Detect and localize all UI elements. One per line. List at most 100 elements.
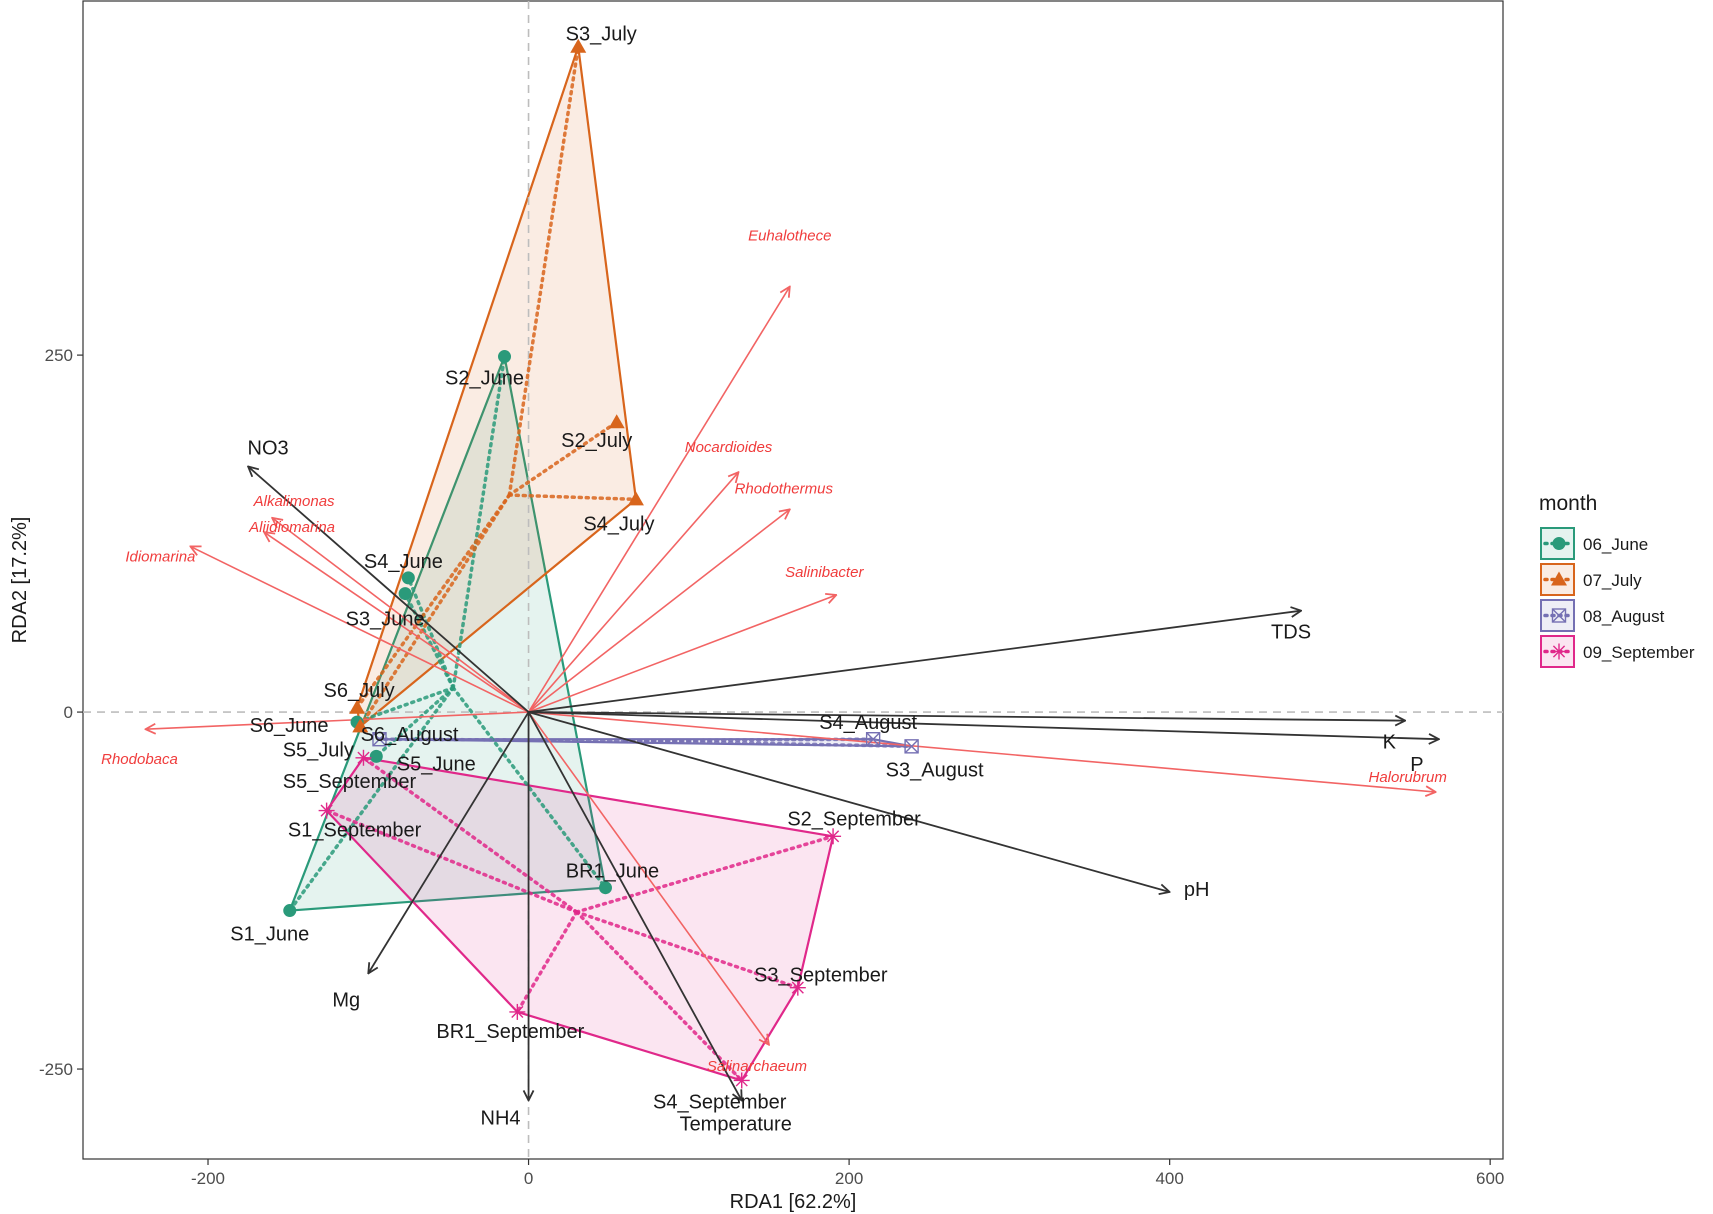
point-s4-august (865, 732, 881, 747)
taxon-arrow-idiomarina (190, 546, 529, 713)
env-label-mg: Mg (332, 989, 360, 1011)
point-s5-september (355, 749, 372, 766)
env-arrow-k (528, 711, 1406, 721)
legend-key-09-september (1540, 635, 1575, 668)
spider-br1-september (515, 910, 579, 1014)
label-layer: S1_June S2_June S3_June S4_June S5_June S6_Ju… (101, 24, 1447, 1136)
sample-label-br1-june: BR1_June (566, 861, 659, 883)
legend-marker-08-august (1551, 608, 1567, 623)
env-arrow-ph (528, 711, 1170, 892)
spider-s3-september (574, 910, 800, 990)
taxon-label-halorubrum: Halorubrum (1368, 769, 1446, 786)
sample-label-s4-august: S4_August (819, 712, 917, 734)
sample-label-br1-september: BR1_September (436, 1021, 584, 1043)
taxon-arrow-alkalimonas (272, 518, 530, 713)
x-tick-label: 0 (524, 1169, 533, 1188)
spider-s5-september (361, 756, 579, 914)
taxon-label-rhodothermus: Rhodothermus (735, 480, 834, 497)
env-arrow-mg (368, 711, 530, 973)
sample-label-s4-june: S4_June (364, 551, 443, 573)
legend-key-06-june (1540, 527, 1575, 560)
taxon-arrow-euhalothece (527, 287, 790, 713)
legend-label-09-september: 09_September (1583, 643, 1695, 662)
legend-key-08-august (1540, 599, 1575, 632)
x-tick-label: 200 (835, 1169, 863, 1188)
env-arrow-tds (528, 611, 1302, 713)
taxon-arrow-salinibacter (528, 595, 837, 713)
taxon-arrow-nocardioides (527, 472, 739, 713)
env-label-k: K (1383, 732, 1397, 754)
point-s3-august (904, 739, 919, 754)
env-label-tds: TDS (1271, 622, 1311, 644)
legend-label-06-june: 06_June (1583, 535, 1648, 554)
y-tick-label: 250 (45, 346, 73, 365)
point-s2-september (825, 828, 842, 845)
y-tick-label: 0 (64, 703, 73, 722)
spider-s5-june (374, 686, 455, 759)
spider-s5-july (358, 493, 512, 729)
legend-key-07-july (1540, 563, 1575, 596)
taxon-arrow-salinarchaeum (527, 711, 769, 1045)
sample-label-s1-september: S1_September (288, 820, 422, 842)
spider-s6-june (355, 686, 455, 724)
spider-s4-july (507, 493, 638, 502)
sample-label-s6-june: S6_June (250, 715, 329, 737)
sample-label-s3-june: S3_June (346, 609, 425, 631)
taxon-label-nocardioides: Nocardioides (685, 439, 773, 456)
taxon-arrow-rhodobaca (146, 711, 529, 729)
point-br1-september (509, 1003, 526, 1020)
point-s1-june (283, 904, 297, 918)
sample-label-s1-june: S1_June (230, 924, 309, 946)
spider-s4-september (574, 910, 744, 1083)
taxon-label-salinarchaeum: Salinarchaeum (707, 1058, 807, 1075)
env-arrow-no3 (248, 466, 530, 713)
sample-point-layer (283, 38, 919, 1089)
spider-s2-june (451, 354, 507, 690)
legend-label-08-august: 08_August (1583, 607, 1665, 626)
taxa-vector-layer (146, 287, 1436, 1045)
x-tick-label: -200 (191, 1169, 225, 1188)
legend-title: month (1539, 492, 1597, 515)
taxon-label-euhalothece: Euhalothece (748, 228, 831, 245)
axes-layer: -200 0 200 400 600 -250 0 250 (39, 346, 1504, 1188)
point-s3-september (789, 979, 806, 996)
sample-label-s2-june: S2_June (445, 368, 524, 390)
sample-label-s2-july: S2_July (561, 430, 632, 452)
x-axis-title: RDA1 [62.2%] (730, 1191, 857, 1213)
y-tick-label: -250 (39, 1060, 73, 1079)
env-arrow-temperature (527, 711, 742, 1100)
sample-label-s4-september: S4_September (653, 1091, 787, 1113)
env-label-temperature: Temperature (680, 1113, 792, 1135)
legend-marker-06-june (1552, 537, 1566, 550)
point-s3-june (398, 587, 412, 601)
spider-s2-july (507, 420, 619, 497)
sample-label-s2-september: S2_September (787, 808, 921, 830)
taxon-arrow-rhodothermus (528, 509, 790, 713)
spider-s1-june (287, 686, 455, 913)
spider-s3-july (507, 44, 580, 497)
y-axis-title: RDA2 [17.2%] (9, 517, 31, 644)
env-label-p: P (1410, 754, 1423, 776)
taxon-label-aliidiomarina: Aliidiomarina (248, 519, 335, 536)
taxon-label-salinibacter: Salinibacter (785, 564, 864, 581)
spider-s4-august (622, 737, 875, 743)
legend-marker-09-september (1551, 643, 1567, 660)
taxon-label-alkalimonas: Alkalimonas (253, 493, 335, 510)
taxon-label-rhodobaca: Rhodobaca (101, 751, 178, 768)
legend-label-07-july: 07_July (1583, 571, 1642, 590)
point-s5-june (369, 749, 383, 763)
sample-label-s6-july: S6_July (323, 680, 394, 702)
legend: month 06_June 07_July 08_August 09_Septembe… (1539, 492, 1695, 668)
sample-label-s3-july: S3_July (566, 24, 637, 46)
env-label-nh4: NH4 (481, 1107, 521, 1129)
taxon-label-idiomarina: Idiomarina (125, 548, 195, 565)
point-s1-september (318, 802, 335, 819)
point-s4-june (401, 571, 415, 585)
x-tick-label: 600 (1476, 1169, 1504, 1188)
point-s6-august (372, 732, 387, 747)
point-s2-june (498, 350, 512, 364)
taxon-arrow-aliidiomarina (264, 532, 530, 713)
legend-marker-07-july (1551, 571, 1567, 586)
point-s4-september (733, 1072, 750, 1089)
